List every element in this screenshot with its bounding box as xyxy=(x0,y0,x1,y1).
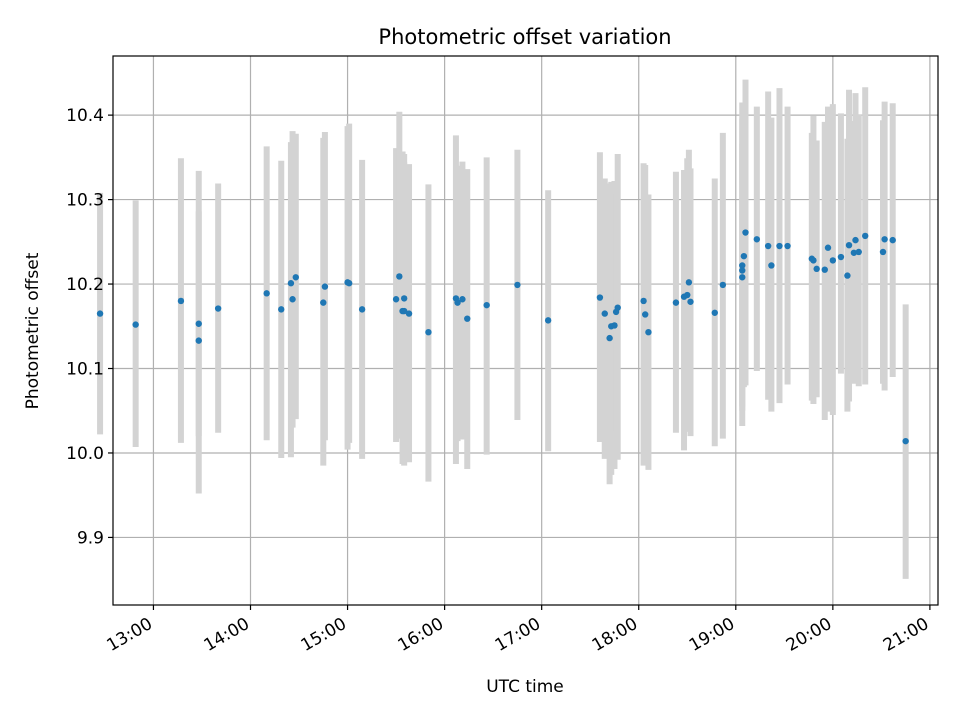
data-point xyxy=(464,315,471,322)
data-point xyxy=(862,232,869,240)
data-point xyxy=(642,311,649,318)
data-point xyxy=(837,253,845,261)
x-axis-label: UTC time xyxy=(486,677,564,697)
data-point xyxy=(879,248,887,256)
data-point xyxy=(881,236,888,243)
data-point xyxy=(278,306,285,313)
y-tick-label: 10.4 xyxy=(66,106,104,126)
data-point xyxy=(711,309,718,316)
data-point xyxy=(400,307,408,315)
data-point xyxy=(611,322,618,329)
data-point xyxy=(96,310,104,317)
data-point xyxy=(292,274,299,281)
data-point xyxy=(768,262,775,269)
data-point xyxy=(287,280,295,287)
data-point xyxy=(764,242,772,250)
data-point xyxy=(824,244,832,251)
y-axis-label: Photometric offset xyxy=(23,252,43,409)
data-point xyxy=(829,257,837,264)
data-point xyxy=(845,241,853,249)
data-point xyxy=(739,262,746,269)
data-point xyxy=(889,236,896,244)
data-point xyxy=(719,281,727,289)
data-point xyxy=(358,306,366,313)
data-point xyxy=(195,337,202,344)
data-point xyxy=(742,229,749,236)
data-point xyxy=(685,279,693,286)
data-point xyxy=(852,236,859,244)
data-point xyxy=(214,305,222,312)
data-point xyxy=(687,298,694,305)
data-point xyxy=(396,273,403,280)
data-point xyxy=(263,290,270,297)
data-point xyxy=(392,296,400,303)
data-point xyxy=(739,274,746,281)
data-point xyxy=(640,297,647,305)
data-point xyxy=(784,242,791,250)
y-tick-label: 10.2 xyxy=(66,275,104,295)
data-point xyxy=(684,291,691,299)
data-point xyxy=(483,301,490,309)
data-point xyxy=(810,257,817,264)
data-point xyxy=(544,317,552,324)
data-point xyxy=(289,296,296,303)
data-point xyxy=(321,283,329,290)
data-point xyxy=(776,242,783,250)
plot-area-frame xyxy=(112,55,939,606)
data-point xyxy=(753,236,761,243)
y-tick-label: 9.9 xyxy=(77,528,104,548)
data-point xyxy=(177,297,185,305)
data-point xyxy=(672,299,680,306)
data-point xyxy=(813,265,820,273)
data-point xyxy=(601,310,608,317)
data-point xyxy=(405,310,413,317)
data-point xyxy=(425,328,432,336)
data-point xyxy=(645,328,652,336)
data-point xyxy=(459,296,466,303)
data-point xyxy=(454,299,461,306)
data-point xyxy=(855,248,862,256)
data-point xyxy=(739,267,746,274)
y-tick-label: 10.3 xyxy=(66,191,104,211)
data-point xyxy=(606,334,613,342)
data-point xyxy=(740,252,748,260)
data-points xyxy=(96,229,909,445)
data-point xyxy=(345,280,353,287)
data-point xyxy=(844,272,851,279)
data-point xyxy=(514,281,521,289)
data-point xyxy=(320,299,327,306)
data-point xyxy=(400,295,408,302)
y-tick-label: 10.0 xyxy=(66,444,104,464)
data-point xyxy=(902,437,909,445)
data-point xyxy=(596,294,604,301)
data-point xyxy=(132,321,139,328)
data-point xyxy=(821,266,828,273)
data-point xyxy=(850,249,858,256)
y-tick-label: 10.1 xyxy=(66,360,104,380)
data-point xyxy=(614,304,621,311)
data-point xyxy=(195,320,202,327)
chart-title: Photometric offset variation xyxy=(378,25,671,49)
